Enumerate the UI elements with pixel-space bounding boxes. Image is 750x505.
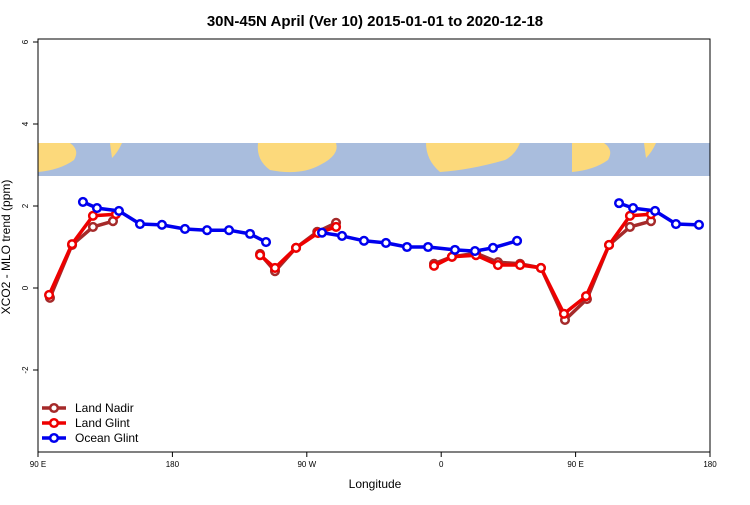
y-tick-label: 2 [21, 203, 30, 208]
data-point [336, 230, 348, 241]
legend-marker [48, 417, 60, 429]
data-point [512, 235, 523, 246]
data-point [290, 242, 302, 253]
x-tick-label: 0 [439, 460, 444, 469]
data-point [487, 242, 499, 253]
x-tick-label: 90 E [30, 460, 46, 469]
data-point [358, 235, 370, 246]
data-point [87, 210, 99, 221]
y-tick-label: 0 [21, 285, 30, 290]
data-point [201, 225, 213, 236]
x-tick-label: 90 W [297, 460, 316, 469]
data-point [649, 205, 661, 216]
data-point [535, 262, 547, 273]
data-point [134, 218, 146, 230]
data-point [670, 218, 682, 230]
series [44, 216, 657, 326]
data-point [624, 221, 636, 232]
data-point [156, 219, 167, 230]
data-point [113, 205, 124, 216]
data-point [66, 239, 78, 250]
data-point [260, 237, 272, 248]
data-point [77, 196, 88, 207]
data-point [624, 210, 636, 221]
data-point [255, 250, 266, 261]
data-point [693, 219, 704, 230]
x-tick-label: 180 [703, 460, 717, 469]
data-point [179, 223, 190, 235]
data-point [581, 291, 592, 302]
series-line [47, 212, 652, 316]
y-tick-label: -2 [21, 366, 30, 374]
x-tick-label: 90 E [567, 460, 583, 469]
data-point [380, 237, 391, 248]
data-point [469, 246, 480, 257]
data-point [331, 221, 342, 232]
legend-marker [48, 402, 60, 414]
data-point [401, 241, 413, 253]
map-strip [38, 143, 710, 176]
data-point [87, 221, 99, 232]
series [77, 196, 704, 257]
legend-label: Land Glint [75, 416, 130, 430]
x-axis-label: Longitude [349, 477, 402, 491]
data-point [316, 227, 328, 238]
legend-label: Land Nadir [75, 401, 134, 415]
data-point [44, 289, 55, 301]
data-point [423, 241, 434, 253]
data-point [245, 228, 256, 239]
data-point [628, 203, 639, 214]
data-point [558, 308, 570, 319]
plot-frame [37, 38, 711, 453]
data-point [614, 198, 625, 209]
data-point [604, 239, 615, 250]
y-tick-label: 6 [21, 39, 30, 44]
data-point [449, 244, 460, 255]
data-point [269, 262, 281, 273]
y-axis-label: XCO2 - MLO trend (ppm) [0, 180, 13, 315]
y-tick-label: 4 [21, 121, 30, 126]
data-point [492, 259, 503, 271]
legend-label: Ocean Glint [75, 431, 139, 445]
chart-title: 30N-45N April (Ver 10) 2015-01-01 to 202… [207, 13, 543, 30]
data-point [428, 260, 440, 271]
data-point [223, 225, 235, 236]
data-point [91, 203, 103, 214]
legend-marker [48, 432, 60, 444]
data-point [514, 259, 526, 271]
x-tick-label: 180 [166, 460, 180, 469]
